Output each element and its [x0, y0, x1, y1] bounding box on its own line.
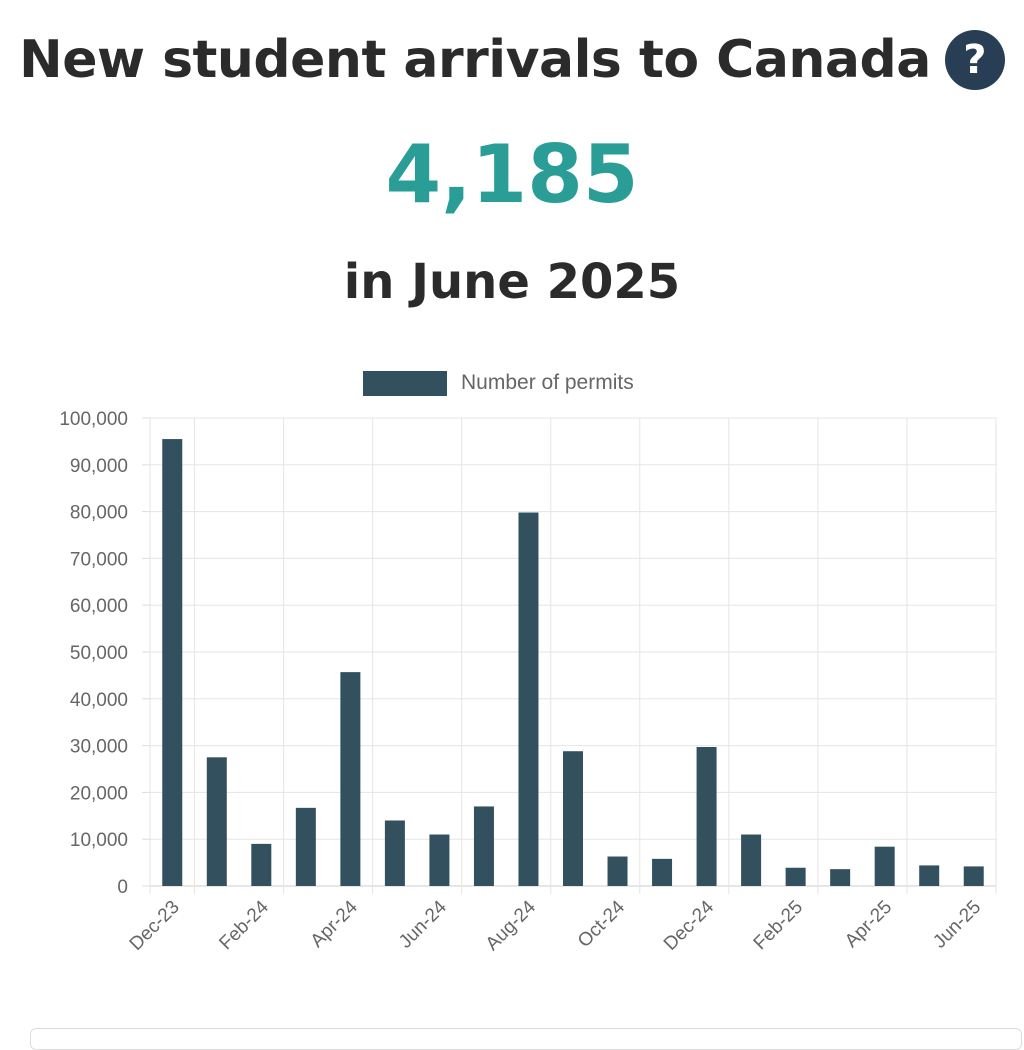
bar-Apr-25[interactable] [874, 846, 895, 886]
bar-Dec-23[interactable] [162, 439, 183, 886]
bar-Mar-24[interactable] [295, 807, 316, 886]
permits-bar-chart: Number of permits 0 10,000 20,000 30,000 40,0… [59, 371, 997, 955]
bar-May-25[interactable] [919, 865, 940, 886]
bar-Feb-24[interactable] [251, 843, 272, 886]
x-tick-label: Dec-23 [126, 897, 184, 955]
bar-Dec-24[interactable] [696, 747, 717, 886]
x-tick-label: Oct-24 [574, 896, 629, 951]
bar-May-24[interactable] [384, 820, 405, 886]
legend-swatch [363, 371, 447, 396]
x-tick-label: Dec-24 [660, 896, 718, 954]
arrivals-count: 4,185 [385, 128, 639, 221]
x-tick-label: Aug-24 [482, 896, 540, 954]
bar-Jan-24[interactable] [206, 757, 227, 886]
y-tick-label: 100,000 [59, 409, 128, 430]
bar-Jul-24[interactable] [473, 806, 494, 886]
x-tick-label: Apr-25 [841, 897, 896, 952]
bar-Jun-25[interactable] [963, 866, 984, 886]
bottom-card [30, 1028, 1022, 1050]
chart-legend[interactable]: Number of permits [363, 371, 634, 396]
x-tick-label: Apr-24 [307, 896, 362, 951]
y-tick-label: 0 [117, 877, 128, 898]
y-tick-label: 20,000 [70, 783, 128, 804]
y-tick-label: 60,000 [70, 596, 128, 617]
question-circle-icon[interactable]: ? [944, 30, 1005, 90]
x-tick-label: Feb-25 [750, 897, 807, 954]
bar-Feb-25[interactable] [785, 867, 806, 886]
page-title: New student arrivals to Canada [19, 30, 931, 90]
legend-label: Number of permits [461, 371, 634, 394]
bar-Jan-25[interactable] [741, 834, 762, 886]
bar-Sep-24[interactable] [563, 751, 583, 886]
bar-Mar-25[interactable] [830, 869, 851, 886]
x-tick-label: Jun-24 [395, 896, 451, 952]
bar-Aug-24[interactable] [518, 512, 539, 886]
y-tick-label: 30,000 [70, 737, 128, 758]
x-tick-label: Feb-24 [215, 896, 273, 954]
y-tick-label: 50,000 [70, 643, 128, 664]
y-tick-label: 40,000 [70, 690, 128, 711]
y-tick-label: 10,000 [70, 830, 128, 851]
y-tick-label: 80,000 [70, 503, 128, 524]
bar-Apr-24[interactable] [340, 672, 361, 886]
bar-Nov-24[interactable] [652, 858, 673, 886]
x-tick-label: Jun-25 [929, 897, 985, 953]
y-tick-label: 70,000 [70, 549, 128, 570]
bar-Oct-24[interactable] [607, 856, 628, 886]
bar-Jun-24[interactable] [429, 834, 450, 886]
title-row: New student arrivals to Canada ? [0, 22, 1024, 98]
period-subtitle: in June 2025 [343, 254, 681, 310]
y-tick-label: 90,000 [70, 456, 128, 477]
